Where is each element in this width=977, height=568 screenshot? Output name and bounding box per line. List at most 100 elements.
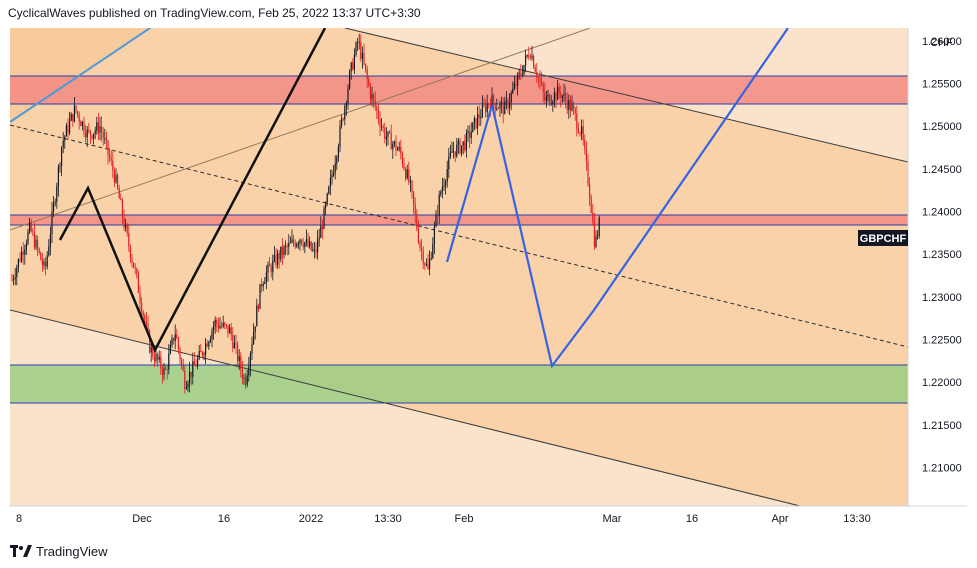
candle-body xyxy=(304,242,306,247)
candle-body xyxy=(598,217,600,237)
candle-body xyxy=(285,246,287,248)
blue-zigzag-line xyxy=(445,28,789,369)
candle-body xyxy=(369,85,371,99)
candle-body xyxy=(456,144,458,157)
candle-body xyxy=(469,131,471,138)
candle-body xyxy=(219,325,221,329)
dashed-midline xyxy=(10,124,908,348)
candle-body xyxy=(361,52,363,59)
candle-body xyxy=(97,122,99,134)
candle-body xyxy=(307,239,309,247)
candle-body xyxy=(221,325,223,327)
ascending-thin-line xyxy=(10,28,591,231)
candle-body xyxy=(86,129,88,138)
candle-body xyxy=(301,239,303,244)
candle-body xyxy=(392,144,394,150)
candle-body xyxy=(256,305,258,327)
candle-body xyxy=(246,375,248,385)
candle-body xyxy=(486,103,488,113)
candle-body xyxy=(427,263,429,270)
candle-body xyxy=(11,279,13,281)
candle-body xyxy=(488,103,490,105)
candle-body xyxy=(165,368,167,370)
candle-body xyxy=(93,133,95,139)
candle-body xyxy=(59,165,61,167)
candle-body xyxy=(40,252,42,261)
candle-body xyxy=(213,326,215,331)
candle-body xyxy=(457,140,459,145)
candle-body xyxy=(157,353,159,360)
candle-body xyxy=(238,356,240,362)
candle-body xyxy=(83,121,85,133)
black-zigzag-line xyxy=(58,28,327,353)
price-axis[interactable]: 1.26000 1.25500 1.25000 1.24500 1.24000 1.235… xyxy=(922,36,962,475)
candle-body xyxy=(240,356,242,370)
candle-body xyxy=(515,83,517,86)
candle-body xyxy=(491,95,493,109)
candle-body xyxy=(576,113,578,129)
candle-body xyxy=(77,111,79,115)
candle-body xyxy=(241,369,243,379)
candle-body xyxy=(293,239,295,244)
candle-body xyxy=(443,185,445,188)
candle-body xyxy=(454,151,456,157)
candle-body xyxy=(229,327,231,334)
candle-body xyxy=(190,371,192,377)
candle-body xyxy=(592,212,594,222)
candle-body xyxy=(265,272,267,283)
candle-body xyxy=(563,93,565,96)
candle-body xyxy=(205,343,207,355)
candle-body xyxy=(137,274,139,293)
candle-body xyxy=(136,268,138,275)
candle-body xyxy=(222,322,224,327)
candle-body xyxy=(422,250,424,264)
candle-body xyxy=(561,95,563,98)
candle-body xyxy=(275,254,277,265)
candle-body xyxy=(187,383,189,388)
candle-body xyxy=(195,365,197,367)
publish-info: CyclicalWaves published on TradingView.c… xyxy=(8,6,421,20)
candle-body xyxy=(429,259,431,270)
candle-body xyxy=(189,371,191,384)
price-tick-label: 1.24000 xyxy=(922,207,962,219)
upper-resistance-zone xyxy=(10,76,908,104)
candle-body xyxy=(531,55,533,59)
candle-body xyxy=(344,106,346,120)
candle-body xyxy=(216,319,218,325)
candle-body xyxy=(534,67,536,72)
candle-body xyxy=(587,160,589,185)
candle-body xyxy=(91,135,93,139)
tradingview-logo-icon[interactable] xyxy=(10,545,32,557)
candle-body xyxy=(333,172,335,176)
candle-body xyxy=(317,239,319,253)
time-axis[interactable]: 8 Dec 16 2022 13:30 Feb Mar 16 Apr 13:30 xyxy=(16,513,871,525)
candle-body xyxy=(70,113,72,121)
candle-body xyxy=(326,193,328,204)
candle-body xyxy=(573,104,575,109)
candle-body xyxy=(438,194,440,216)
candle-body xyxy=(185,387,187,389)
candle-body xyxy=(112,160,114,171)
candle-body xyxy=(101,126,103,133)
candle-body xyxy=(373,94,375,100)
candle-body xyxy=(321,226,323,229)
candle-body xyxy=(419,242,421,248)
candle-body xyxy=(211,330,213,339)
candle-body xyxy=(374,99,376,107)
candle-body xyxy=(337,146,339,158)
candle-body xyxy=(43,261,45,266)
candle-body xyxy=(278,253,280,260)
time-tick-label: Mar xyxy=(603,513,622,525)
candle-body xyxy=(459,140,461,154)
candle-body xyxy=(542,83,544,93)
symbol-label: GBPCHF xyxy=(860,233,907,245)
candle-body xyxy=(96,122,98,131)
candle-body xyxy=(505,100,507,102)
candle-body xyxy=(501,102,503,104)
candle-body xyxy=(579,132,581,134)
channel-lower-line xyxy=(10,309,801,506)
tradingview-brand[interactable]: TradingView xyxy=(36,543,108,559)
candle-body xyxy=(590,197,592,213)
candle-body xyxy=(184,370,186,389)
